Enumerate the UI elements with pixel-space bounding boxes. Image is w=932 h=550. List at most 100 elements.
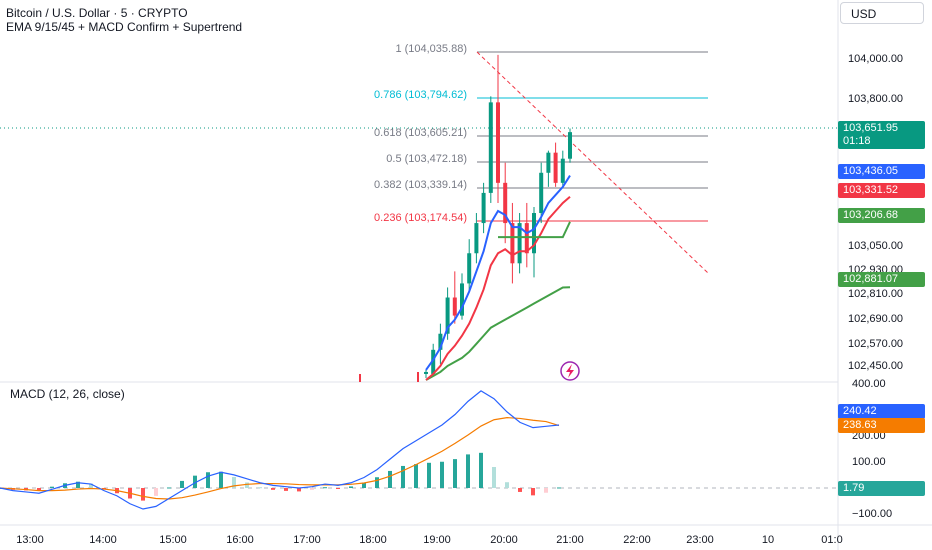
time-tick-label: 23:00 xyxy=(686,534,714,546)
macd-histogram-bar xyxy=(219,471,223,488)
macd-histogram-bar xyxy=(518,488,522,492)
ema-slow-line xyxy=(425,286,571,381)
candle-body xyxy=(452,297,457,316)
macd-histogram-bar xyxy=(310,488,314,490)
chart-title: Bitcoin / U.S. Dollar · 5 · CRYPTO xyxy=(6,6,188,20)
macd-histogram-bar xyxy=(154,488,158,496)
candle-body xyxy=(481,192,486,224)
ema-mid-tag: 103,331.52 xyxy=(838,183,925,198)
candle-body xyxy=(546,152,551,173)
time-tick-label: 18:00 xyxy=(359,534,387,546)
ema-mid-line xyxy=(425,195,571,381)
macd-histogram-bar xyxy=(440,461,444,488)
candle-body xyxy=(503,182,508,224)
macd-histogram-bar xyxy=(492,467,496,488)
macd-tick-label: 200.00 xyxy=(852,430,886,442)
candle-body xyxy=(517,223,522,264)
macd-tick-label: −100.00 xyxy=(852,508,892,520)
candle-body xyxy=(510,223,515,264)
time-tick-label: 22:00 xyxy=(623,534,651,546)
indicator-subtitle: EMA 9/15/45 + MACD Confirm + Supertrend xyxy=(6,20,243,34)
fib-label: 0.236 (103,174.54) xyxy=(374,212,467,224)
candle-body xyxy=(474,223,479,254)
macd-histogram-bar xyxy=(323,487,327,489)
macd-histogram-bar xyxy=(479,452,483,488)
price-tick-label: 102,570.00 xyxy=(848,338,903,350)
price-tick-label: 103,800.00 xyxy=(848,93,903,105)
macd-histogram-bar xyxy=(245,482,249,488)
last-price: 103,651.95 xyxy=(843,122,899,134)
macd-histogram-bar xyxy=(37,488,41,491)
time-tick-label: 13:00 xyxy=(16,534,44,546)
macd-histogram-bar xyxy=(544,488,548,493)
candle-body xyxy=(496,102,500,183)
macd-tick-label: 100.00 xyxy=(852,456,886,468)
macd-histogram-bar xyxy=(50,486,54,488)
candle-body xyxy=(438,333,443,350)
macd-histogram-bar xyxy=(258,487,262,489)
price-tick-label: 103,050.00 xyxy=(848,240,903,252)
price-tick-label: 104,000.00 xyxy=(848,53,903,65)
price-tick-label: 102,450.00 xyxy=(848,360,903,372)
time-tick-label: 17:00 xyxy=(293,534,321,546)
fib-levels xyxy=(0,51,838,274)
macd-histogram-bar xyxy=(180,480,184,488)
macd-histogram-bar xyxy=(336,488,340,489)
supertrend-line xyxy=(498,221,571,239)
macd-histogram-bar xyxy=(401,465,405,488)
macd-histogram-bar xyxy=(414,464,418,488)
candle-body xyxy=(431,349,436,374)
macd-histogram-bar xyxy=(362,482,366,488)
macd-tick-label: 400.00 xyxy=(852,378,886,390)
time-tick-label: 01:0 xyxy=(821,534,842,546)
macd-histogram-bar xyxy=(206,472,210,488)
macd-histogram-bar xyxy=(557,487,561,489)
fib-label: 0.382 (103,339.14) xyxy=(374,179,467,191)
time-tick-label: 21:00 xyxy=(556,534,584,546)
time-tick-label: 20:00 xyxy=(490,534,518,546)
candle-body xyxy=(553,152,558,183)
signal-tag: 238.63 xyxy=(838,418,925,433)
price-tick-label: 102,810.00 xyxy=(848,288,903,300)
macd-histogram-bar xyxy=(531,488,535,496)
signal-line xyxy=(0,417,560,500)
candle-body xyxy=(524,223,529,254)
macd-histogram-bar xyxy=(466,454,470,488)
ema-slow-tag: 102,881.07 xyxy=(838,272,925,287)
macd-histogram-bar xyxy=(427,462,431,488)
time-tick-label: 14:00 xyxy=(89,534,117,546)
ema-fast-line xyxy=(425,175,571,371)
macd-histogram-bar xyxy=(193,475,197,488)
macd-line xyxy=(0,390,560,510)
candle-body xyxy=(424,371,428,374)
dashed-trend-line xyxy=(476,51,709,274)
fib-label: 0.5 (103,472.18) xyxy=(386,153,467,165)
macd-histogram-bar xyxy=(89,483,93,488)
macd-histogram-bar xyxy=(297,488,301,492)
macd-histogram-bar xyxy=(375,477,379,488)
candle-body xyxy=(532,213,536,254)
macd-histogram-bar xyxy=(388,470,392,488)
currency-selector[interactable]: USD xyxy=(840,2,924,24)
indicators xyxy=(425,175,580,381)
candle-body xyxy=(467,253,472,284)
candle-body xyxy=(539,172,544,214)
candle-body xyxy=(460,283,464,316)
ema-fast-tag: 103,436.05 xyxy=(838,164,925,179)
fib-label: 0.618 (103,605.21) xyxy=(374,127,467,139)
time-tick-label: 16:00 xyxy=(226,534,254,546)
macd-histogram-bar xyxy=(349,486,353,488)
macd-histogram-bar xyxy=(453,459,457,488)
candle-body xyxy=(568,132,572,159)
macd-title: MACD (12, 26, close) xyxy=(10,387,125,401)
macd-histogram-bar xyxy=(505,482,509,488)
macd-histogram-bar xyxy=(232,476,236,488)
lightning-icon xyxy=(560,361,580,381)
histogram-tag: 1.79 xyxy=(838,481,925,496)
macd-tag: 240.42 xyxy=(838,404,925,419)
macd-histogram-bar xyxy=(271,488,275,490)
fib-label: 0.786 (103,794.62) xyxy=(374,89,467,101)
last-price-tag: 103,651.95 01:18 xyxy=(838,121,925,149)
